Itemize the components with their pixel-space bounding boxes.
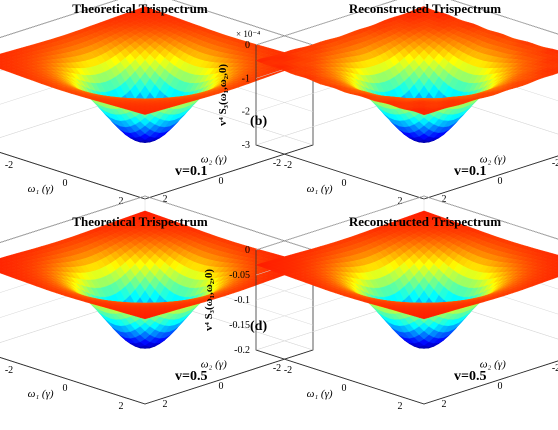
x2-axis-label: ω₂ (γ): [201, 358, 227, 370]
surface-mesh: [0, 6, 314, 143]
x1-tick-label: 0: [63, 383, 68, 394]
chart-title: Reconstructed Trispectrum: [349, 214, 501, 229]
parameter-label: v=0.5: [454, 369, 486, 384]
panel-label: (d): [250, 319, 267, 334]
x2-tick-label: 2: [163, 399, 168, 410]
x1-tick-label: 0: [63, 178, 68, 189]
x2-tick-label: -2: [552, 363, 558, 374]
z-axis-label: v⁴ S₃(ω₁,ω₂,0): [203, 269, 215, 331]
x1-tick-label: -2: [284, 365, 292, 376]
x1-tick-label: -2: [5, 365, 13, 376]
x1-tick-label: -2: [284, 160, 292, 171]
x1-tick-label: 2: [398, 401, 403, 412]
x2-tick-label: 0: [498, 176, 503, 187]
chart-title: Theoretical Trispectrum: [72, 214, 208, 229]
x2-tick-label: -2: [273, 158, 281, 169]
z-tick-label: -2: [242, 107, 250, 118]
chart-title: Reconstructed Trispectrum: [349, 1, 501, 16]
x1-tick-label: 2: [119, 196, 124, 207]
panel-label: (b): [250, 114, 267, 129]
z-tick-label: -0.1: [234, 295, 250, 306]
x2-axis-label: ω₂ (γ): [201, 153, 227, 165]
surface-patch: [139, 111, 151, 115]
z-tick-label: -3: [242, 140, 250, 151]
x2-tick-label: 0: [219, 176, 224, 187]
panel-a: 0 -1 -2 -3 Theoretical Trispectrum × 10⁻⁴ v⁴ S…: [0, 0, 314, 207]
x1-tick-label: 0: [342, 383, 347, 394]
x1-axis-label: ω₁ (γ): [28, 183, 54, 195]
x2-tick-label: 0: [498, 381, 503, 392]
panel-d: 0 -0.05 -0.1 -0.15 -0.2 Reconstructed Trispec…: [203, 195, 558, 412]
x1-axis-label: ω₁ (γ): [28, 388, 54, 400]
z-tick-label: 0: [245, 40, 250, 51]
z-axis-label: v⁴ S₃(ω₁,ω₂,0): [217, 64, 229, 126]
x2-axis-label: ω₂ (γ): [480, 358, 506, 370]
surface-mesh: [255, 6, 558, 143]
x2-tick-label: 0: [219, 381, 224, 392]
z-tick-label: -0.15: [229, 320, 250, 331]
x1-axis-label: ω₁ (γ): [307, 183, 333, 195]
x1-tick-label: 2: [398, 196, 403, 207]
z-tick-label: 0: [245, 245, 250, 256]
x2-tick-label: -2: [273, 363, 281, 374]
chart-title: Theoretical Trispectrum: [72, 1, 208, 16]
x1-tick-label: -2: [5, 160, 13, 171]
x2-tick-label: 2: [442, 399, 447, 410]
x2-tick-label: 2: [163, 194, 168, 205]
x1-tick-label: 2: [119, 401, 124, 412]
panel-c: 0 -0.05 -0.1 -0.15 -0.2 Theoretical Trispectr…: [0, 195, 314, 412]
z-exponent: × 10⁻⁴: [236, 29, 260, 39]
parameter-label: v=0.1: [454, 164, 486, 179]
parameter-label: v=0.5: [175, 369, 207, 384]
x1-axis-label: ω₁ (γ): [307, 388, 333, 400]
x1-tick-label: 0: [342, 178, 347, 189]
surface-mesh: [255, 210, 558, 349]
x2-axis-label: ω₂ (γ): [480, 153, 506, 165]
x2-tick-label: -2: [552, 158, 558, 169]
z-tick-label: -1: [242, 73, 250, 84]
panel-b: 0 -1 -2 -3 Reconstructed Trispectrum × 10⁻⁴ v⁴…: [217, 0, 558, 207]
z-tick-label: -0.05: [229, 270, 250, 281]
z-tick-label: -0.2: [234, 345, 250, 356]
parameter-label: v=0.1: [175, 164, 207, 179]
